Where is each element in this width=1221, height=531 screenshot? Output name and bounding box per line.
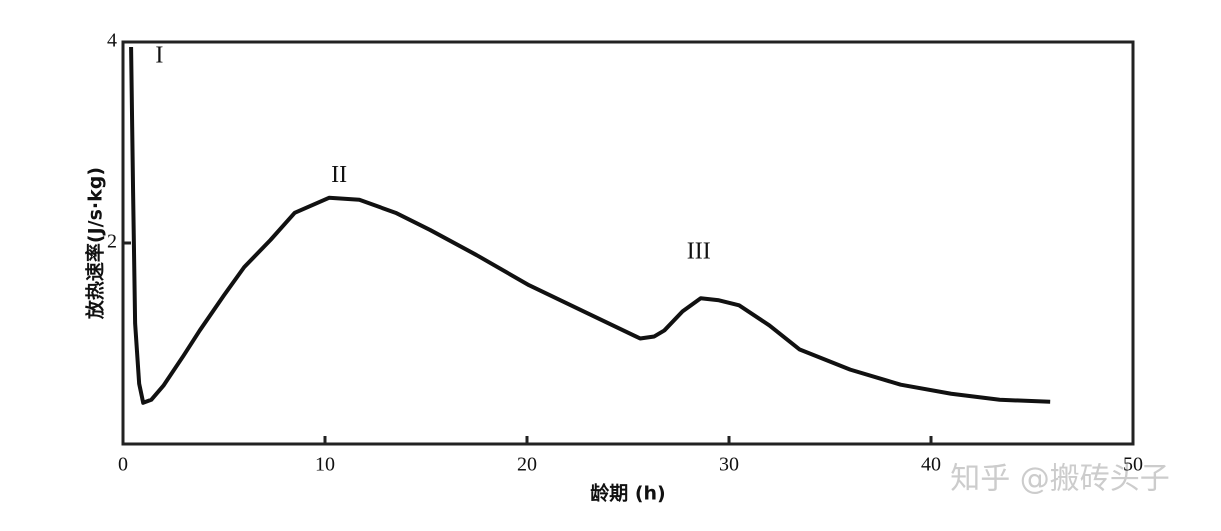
x-tick-label: 0 bbox=[118, 454, 128, 476]
x-tick-label: 40 bbox=[921, 454, 941, 476]
x-tick-label: 30 bbox=[719, 454, 739, 476]
y-tick-label: 4 bbox=[107, 30, 117, 52]
plot-frame bbox=[121, 40, 1135, 446]
annotation: III bbox=[687, 239, 711, 265]
x-tick-label: 50 bbox=[1123, 454, 1143, 476]
y-axis-label: 放热速率(J/s·kg) bbox=[84, 167, 107, 320]
x-tick-label: 20 bbox=[517, 454, 537, 476]
line bbox=[129, 46, 1051, 405]
annotation: II bbox=[331, 162, 347, 188]
x-tick-label: 10 bbox=[315, 454, 335, 476]
watermark: 知乎 @搬砖头子 bbox=[950, 462, 1170, 497]
y-tick-label: 2 bbox=[107, 231, 117, 253]
annotation: I bbox=[155, 43, 163, 69]
x-axis-label: 龄期 (h) bbox=[590, 482, 666, 505]
